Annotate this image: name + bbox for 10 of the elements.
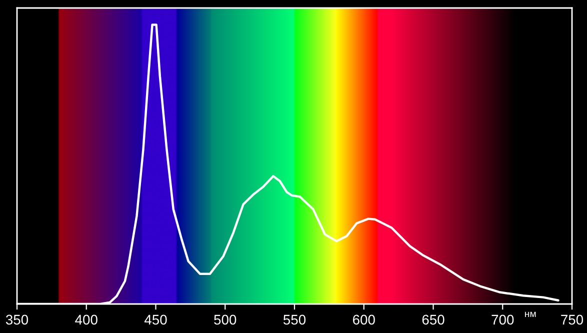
x-tick-label: 700	[492, 314, 514, 325]
x-tick-label: 750	[561, 314, 584, 325]
x-tick-label: 500	[214, 314, 236, 325]
x-tick-label: 400	[75, 314, 98, 325]
x-axis-title: нм	[525, 312, 536, 317]
x-tick-label: 550	[283, 314, 306, 325]
x-tick-label: 450	[144, 314, 167, 325]
x-tick-label: 600	[352, 314, 375, 325]
x-tick-label: 650	[422, 314, 444, 325]
x-tick-label: 350	[6, 314, 28, 325]
